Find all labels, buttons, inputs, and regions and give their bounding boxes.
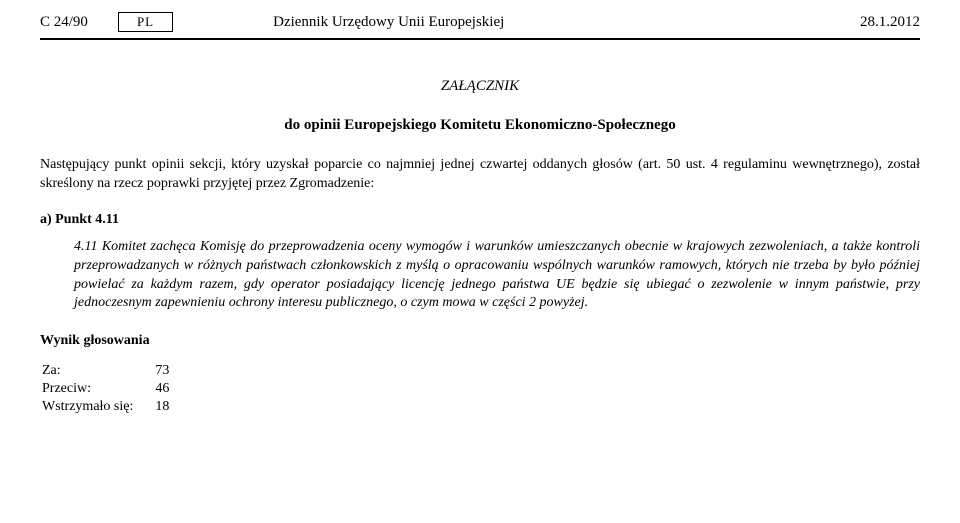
annex-title: ZAŁĄCZNIK (40, 78, 920, 95)
vote-table: Za: 73 Przeciw: 46 Wstrzymało się: 18 (40, 361, 171, 417)
vote-label: Przeciw: (42, 381, 153, 397)
vote-label: Za: (42, 363, 153, 379)
vote-value: 18 (155, 399, 169, 415)
table-row: Wstrzymało się: 18 (42, 399, 169, 415)
page-header: C 24/90 PL Dziennik Urzędowy Unii Europe… (40, 12, 920, 40)
struck-paragraph: 4.11 Komitet zachęca Komisję do przeprow… (40, 238, 920, 314)
intro-paragraph: Następujący punkt opinii sekcji, który u… (40, 156, 920, 194)
vote-label: Wstrzymało się: (42, 399, 153, 415)
table-row: Przeciw: 46 (42, 381, 169, 397)
header-date: 28.1.2012 (860, 14, 920, 31)
opinion-subhead: do opinii Europejskiego Komitetu Ekonomi… (40, 117, 920, 134)
header-doc-ref: C 24/90 (40, 14, 88, 31)
header-journal-title: Dziennik Urzędowy Unii Europejskiej (273, 14, 860, 31)
section-label: a) Punkt 4.11 (40, 212, 920, 228)
vote-heading: Wynik głosowania (40, 333, 920, 349)
table-row: Za: 73 (42, 363, 169, 379)
vote-value: 73 (155, 363, 169, 379)
header-lang-box: PL (118, 12, 173, 32)
vote-value: 46 (155, 381, 169, 397)
